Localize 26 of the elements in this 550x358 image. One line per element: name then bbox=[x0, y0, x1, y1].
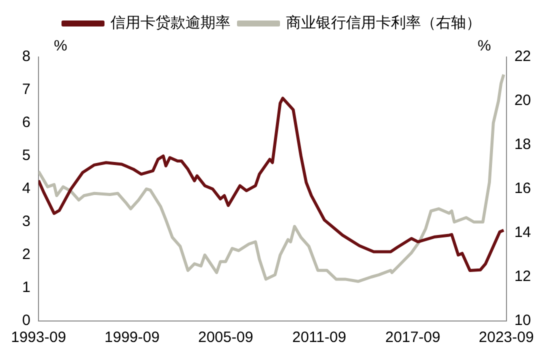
y2-tick-label: 16 bbox=[514, 180, 532, 198]
x-tick-label: 1999-09 bbox=[104, 329, 160, 346]
x-tick-label: 2023-09 bbox=[478, 329, 534, 346]
y-tick-label: 6 bbox=[22, 114, 31, 132]
y-tick-label: 0 bbox=[22, 312, 31, 330]
y2-tick-label: 20 bbox=[514, 92, 532, 110]
y-tick-label: 1 bbox=[22, 279, 31, 296]
legend-label: 信用卡贷款逾期率 bbox=[110, 14, 230, 32]
x-tick-label: 1993-09 bbox=[10, 329, 66, 346]
y-tick-label: 5 bbox=[22, 147, 31, 164]
y2-tick-label: 10 bbox=[514, 312, 532, 330]
x-tick-label: 2017-09 bbox=[385, 329, 440, 346]
y2-tick-label: 12 bbox=[514, 268, 532, 286]
y2-tick-label: 22 bbox=[514, 48, 532, 66]
y-tick-label: 4 bbox=[22, 180, 31, 198]
x-tick-label: 2005-09 bbox=[198, 329, 254, 346]
x-tick-label: 2011-09 bbox=[292, 329, 346, 346]
y-tick-label: 3 bbox=[22, 213, 31, 230]
y2-axis-title: % bbox=[478, 38, 491, 55]
legend-label: 商业银行信用卡利率（右轴） bbox=[286, 14, 481, 32]
y-tick-label: 7 bbox=[22, 81, 31, 98]
y-axis-title: % bbox=[54, 38, 68, 55]
y-tick-label: 8 bbox=[22, 48, 31, 66]
y2-tick-label: 14 bbox=[514, 224, 532, 242]
y-tick-label: 2 bbox=[22, 246, 31, 264]
y2-tick-label: 18 bbox=[514, 136, 532, 154]
